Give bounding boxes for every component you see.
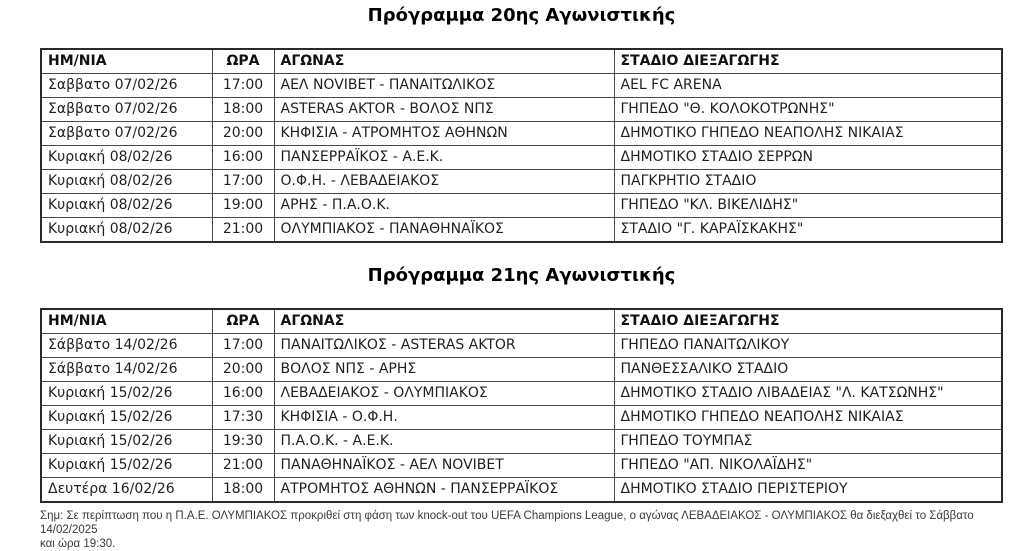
match-row: Κυριακή 15/02/26 16:00 ΛΕΒΑΔΕΙΑΚΟΣ - ΟΛΥΜΠ… bbox=[40, 381, 1003, 406]
date-cell: Κυριακή 08/02/26 bbox=[40, 169, 213, 194]
match-row: Σάββατο 14/02/26 17:00 ΠΑΝΑΙΤΩΛΙΚΟΣ - ASTE… bbox=[40, 333, 1003, 358]
time-cell: 16:00 bbox=[211, 381, 275, 406]
date-cell: Σαββατο 07/02/26 bbox=[40, 97, 213, 122]
date-cell: Σαββατο 07/02/26 bbox=[40, 73, 213, 98]
stadium-cell: AEL FC ARENA bbox=[613, 73, 1003, 98]
date-cell: Σάββατο 14/02/26 bbox=[40, 357, 213, 382]
column-header-date: ΗΜ/ΝΙΑ bbox=[40, 48, 213, 74]
date-cell: Κυριακή 15/02/26 bbox=[40, 405, 213, 430]
date-cell: Κυριακή 08/02/26 bbox=[40, 145, 213, 170]
matchday-20-table: ΗΜ/ΝΙΑ ΩΡΑ ΑΓΩΝΑΣ ΣΤΑΔΙΟ ΔΙΕΞΑΓΩΓΗΣ Σαββατο … bbox=[40, 48, 1003, 243]
match-cell: Π.Α.Ο.Κ. - Α.Ε.Κ. bbox=[273, 429, 615, 454]
column-header-match: ΑΓΩΝΑΣ bbox=[273, 308, 615, 334]
stadium-cell: ΠΑΓΚΡΗΤΙΟ ΣΤΑΔΙΟ bbox=[613, 169, 1003, 194]
stadium-cell: ΔΗΜΟΤΙΚΟ ΣΤΑΔΙΟ ΠΕΡΙΣΤΕΡΙΟΥ bbox=[613, 477, 1003, 503]
date-cell: Κυριακή 15/02/26 bbox=[40, 429, 213, 454]
stadium-cell: ΓΗΠΕΔΟ ΤΟΥΜΠΑΣ bbox=[613, 429, 1003, 454]
date-cell: Δευτέρα 16/02/26 bbox=[40, 477, 213, 503]
stadium-cell: ΔΗΜΟΤΙΚΟ ΓΗΠΕΔΟ ΝΕΑΠΟΛΗΣ ΝΙΚΑΙΑΣ bbox=[613, 405, 1003, 430]
time-cell: 20:00 bbox=[211, 357, 275, 382]
matchday-21-section: Πρόγραμμα 21ης Αγωνιστικής ΗΜ/ΝΙΑ ΩΡΑ ΑΓΩΝ… bbox=[40, 265, 1003, 503]
time-cell: 19:30 bbox=[211, 429, 275, 454]
match-row: Κυριακή 15/02/26 19:30 Π.Α.Ο.Κ. - Α.Ε.Κ. ΓΗ… bbox=[40, 429, 1003, 454]
match-cell: ΑΤΡΟΜΗΤΟΣ ΑΘΗΝΩΝ - ΠΑΝΣΕΡΡΑΪΚΟΣ bbox=[273, 477, 615, 503]
match-row: Σάββατο 14/02/26 20:00 ΒΟΛΟΣ ΝΠΣ - ΑΡΗΣ ΠΑΝ… bbox=[40, 357, 1003, 382]
column-header-stadium: ΣΤΑΔΙΟ ΔΙΕΞΑΓΩΓΗΣ bbox=[613, 48, 1003, 74]
matchday-20-title: Πρόγραμμα 20ης Αγωνιστικής bbox=[367, 5, 676, 26]
match-row: Σαββατο 07/02/26 18:00 ASTERAS AKTOR - ΒΟΛ… bbox=[40, 97, 1003, 122]
match-row: Κυριακή 08/02/26 17:00 Ο.Φ.Η. - ΛΕΒΑΔΕΙΑΚΟ… bbox=[40, 169, 1003, 194]
match-cell: Ο.Φ.Η. - ΛΕΒΑΔΕΙΑΚΟΣ bbox=[273, 169, 615, 194]
time-cell: 17:00 bbox=[211, 169, 275, 194]
column-header-stadium: ΣΤΑΔΙΟ ΔΙΕΞΑΓΩΓΗΣ bbox=[613, 308, 1003, 334]
stadium-cell: ΔΗΜΟΤΙΚΟ ΓΗΠΕΔΟ ΝΕΑΠΟΛΗΣ ΝΙΚΑΙΑΣ bbox=[613, 121, 1003, 146]
date-cell: Σάββατο 14/02/26 bbox=[40, 333, 213, 358]
date-cell: Κυριακή 15/02/26 bbox=[40, 453, 213, 478]
time-cell: 18:00 bbox=[211, 477, 275, 503]
match-row: Κυριακή 08/02/26 19:00 ΑΡΗΣ - Π.Α.Ο.Κ. ΓΗΠΕ… bbox=[40, 193, 1003, 218]
time-cell: 19:00 bbox=[211, 193, 275, 218]
stadium-cell: ΠΑΝΘΕΣΣΑΛΙΚΟ ΣΤΑΔΙΟ bbox=[613, 357, 1003, 382]
time-cell: 17:00 bbox=[211, 73, 275, 98]
column-header-time: ΩΡΑ bbox=[211, 48, 275, 74]
column-header-match: ΑΓΩΝΑΣ bbox=[273, 48, 615, 74]
match-cell: ΒΟΛΟΣ ΝΠΣ - ΑΡΗΣ bbox=[273, 357, 615, 382]
footnote-line-1: Σημ: Σε περίπτωση που η Π.Α.Ε. ΟΛΥΜΠΙΑΚΟ… bbox=[40, 510, 974, 536]
match-cell: ΠΑΝΣΕΡΡΑΪΚΟΣ - Α.Ε.Κ. bbox=[273, 145, 615, 170]
match-row: Κυριακή 08/02/26 16:00 ΠΑΝΣΕΡΡΑΪΚΟΣ - Α.Ε.… bbox=[40, 145, 1003, 170]
stadium-cell: ΓΗΠΕΔΟ "ΑΠ. ΝΙΚΟΛΑΪΔΗΣ" bbox=[613, 453, 1003, 478]
header-row: ΗΜ/ΝΙΑ ΩΡΑ ΑΓΩΝΑΣ ΣΤΑΔΙΟ ΔΙΕΞΑΓΩΓΗΣ bbox=[40, 48, 1003, 74]
match-cell: ΑΕΛ NOVIBET - ΠΑΝΑΙΤΩΛΙΚΟΣ bbox=[273, 73, 615, 98]
match-cell: ΠΑΝΑΙΤΩΛΙΚΟΣ - ASTERAS AKTOR bbox=[273, 333, 615, 358]
time-cell: 20:00 bbox=[211, 121, 275, 146]
date-cell: Κυριακή 08/02/26 bbox=[40, 193, 213, 218]
column-header-time: ΩΡΑ bbox=[211, 308, 275, 334]
stadium-cell: ΓΗΠΕΔΟ ΠΑΝΑΙΤΩΛΙΚΟΥ bbox=[613, 333, 1003, 358]
stadium-cell: ΓΗΠΕΔΟ "ΚΛ. ΒΙΚΕΛΙΔΗΣ" bbox=[613, 193, 1003, 218]
match-row: Κυριακή 15/02/26 21:00 ΠΑΝΑΘΗΝΑΪΚΟΣ - ΑΕΛ … bbox=[40, 453, 1003, 478]
match-cell: ΠΑΝΑΘΗΝΑΪΚΟΣ - ΑΕΛ NOVIBET bbox=[273, 453, 615, 478]
date-cell: Κυριακή 15/02/26 bbox=[40, 381, 213, 406]
column-header-date: ΗΜ/ΝΙΑ bbox=[40, 308, 213, 334]
match-row: Κυριακή 08/02/26 21:00 ΟΛΥΜΠΙΑΚΟΣ - ΠΑΝΑΘΗ… bbox=[40, 217, 1003, 243]
time-cell: 17:00 bbox=[211, 333, 275, 358]
time-cell: 17:30 bbox=[211, 405, 275, 430]
time-cell: 16:00 bbox=[211, 145, 275, 170]
schedule-document: Πρόγραμμα 20ης Αγωνιστικής ΗΜ/ΝΙΑ ΩΡΑ ΑΓΩΝ… bbox=[40, 0, 1003, 551]
match-cell: ΚΗΦΙΣΙΑ - ΑΤΡΟΜΗΤΟΣ ΑΘΗΝΩΝ bbox=[273, 121, 615, 146]
stadium-cell: ΔΗΜΟΤΙΚΟ ΣΤΑΔΙΟ ΣΕΡΡΩΝ bbox=[613, 145, 1003, 170]
date-cell: Κυριακή 08/02/26 bbox=[40, 217, 213, 243]
time-cell: 21:00 bbox=[211, 453, 275, 478]
match-cell: ΟΛΥΜΠΙΑΚΟΣ - ΠΑΝΑΘΗΝΑΪΚΟΣ bbox=[273, 217, 615, 243]
match-cell: ΑΡΗΣ - Π.Α.Ο.Κ. bbox=[273, 193, 615, 218]
stadium-cell: ΣΤΑΔΙΟ "Γ. ΚΑΡΑΪΣΚΑΚΗΣ" bbox=[613, 217, 1003, 243]
match-row: Δευτέρα 16/02/26 18:00 ΑΤΡΟΜΗΤΟΣ ΑΘΗΝΩΝ - … bbox=[40, 477, 1003, 503]
matchday-21-table: ΗΜ/ΝΙΑ ΩΡΑ ΑΓΩΝΑΣ ΣΤΑΔΙΟ ΔΙΕΞΑΓΩΓΗΣ Σάββατο … bbox=[40, 308, 1003, 503]
match-cell: ASTERAS AKTOR - ΒΟΛΟΣ ΝΠΣ bbox=[273, 97, 615, 122]
stadium-cell: ΔΗΜΟΤΙΚΟ ΣΤΑΔΙΟ ΛΙΒΑΔΕΙΑΣ "Λ. ΚΑΤΣΩΝΗΣ" bbox=[613, 381, 1003, 406]
match-row: Σαββατο 07/02/26 17:00 ΑΕΛ NOVIBET - ΠΑΝΑΙ… bbox=[40, 73, 1003, 98]
match-row: Σαββατο 07/02/26 20:00 ΚΗΦΙΣΙΑ - ΑΤΡΟΜΗΤΟΣ… bbox=[40, 121, 1003, 146]
time-cell: 21:00 bbox=[211, 217, 275, 243]
stadium-cell: ΓΗΠΕΔΟ "Θ. ΚΟΛΟΚΟΤΡΩΝΗΣ" bbox=[613, 97, 1003, 122]
matchday-21-title: Πρόγραμμα 21ης Αγωνιστικής bbox=[367, 265, 676, 286]
match-row: Κυριακή 15/02/26 17:30 ΚΗΦΙΣΙΑ - Ο.Φ.Η. ΔΗΜ… bbox=[40, 405, 1003, 430]
time-cell: 18:00 bbox=[211, 97, 275, 122]
header-row: ΗΜ/ΝΙΑ ΩΡΑ ΑΓΩΝΑΣ ΣΤΑΔΙΟ ΔΙΕΞΑΓΩΓΗΣ bbox=[40, 308, 1003, 334]
matchday-20-section: Πρόγραμμα 20ης Αγωνιστικής ΗΜ/ΝΙΑ ΩΡΑ ΑΓΩΝ… bbox=[40, 5, 1003, 243]
match-cell: ΛΕΒΑΔΕΙΑΚΟΣ - ΟΛΥΜΠΙΑΚΟΣ bbox=[273, 381, 615, 406]
date-cell: Σαββατο 07/02/26 bbox=[40, 121, 213, 146]
footnote: Σημ: Σε περίπτωση που η Π.Α.Ε. ΟΛΥΜΠΙΑΚΟ… bbox=[40, 509, 1003, 551]
match-cell: ΚΗΦΙΣΙΑ - Ο.Φ.Η. bbox=[273, 405, 615, 430]
footnote-line-2: και ώρα 19:30. bbox=[40, 538, 116, 550]
